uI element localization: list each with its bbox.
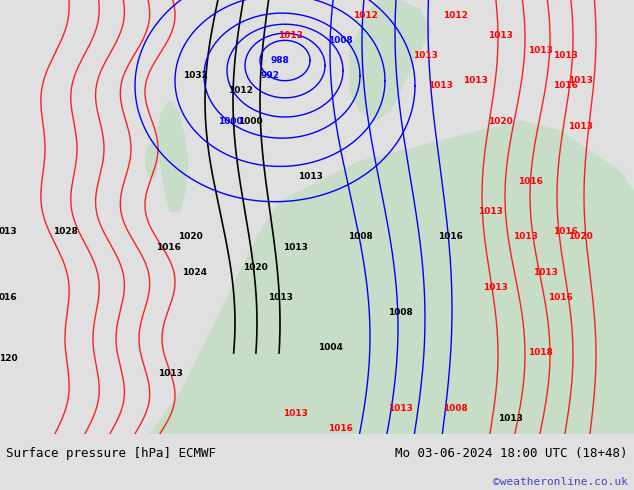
Text: 1013: 1013 bbox=[482, 283, 507, 292]
Text: 1013: 1013 bbox=[283, 409, 307, 418]
Text: 1016: 1016 bbox=[553, 227, 578, 237]
Text: 1013: 1013 bbox=[533, 268, 557, 277]
Text: 1020: 1020 bbox=[178, 232, 202, 242]
Text: 1032: 1032 bbox=[183, 71, 207, 80]
Text: 1016: 1016 bbox=[155, 243, 181, 251]
Polygon shape bbox=[350, 0, 430, 121]
Text: 1020: 1020 bbox=[488, 117, 512, 125]
Text: 1020: 1020 bbox=[567, 232, 592, 242]
Text: 016: 016 bbox=[0, 293, 17, 302]
Text: 992: 992 bbox=[261, 71, 280, 80]
Text: 1012: 1012 bbox=[228, 86, 252, 95]
Text: 1013: 1013 bbox=[512, 232, 538, 242]
Polygon shape bbox=[145, 141, 158, 176]
Text: 1016: 1016 bbox=[437, 232, 462, 242]
Text: Mo 03-06-2024 18:00 UTC (18+48): Mo 03-06-2024 18:00 UTC (18+48) bbox=[395, 447, 628, 460]
Text: 1016: 1016 bbox=[328, 424, 353, 433]
Text: 1008: 1008 bbox=[347, 232, 372, 242]
Polygon shape bbox=[150, 121, 634, 434]
Text: 1008: 1008 bbox=[443, 404, 467, 413]
Text: 988: 988 bbox=[271, 56, 290, 65]
Text: 1020: 1020 bbox=[243, 263, 268, 272]
Text: 120: 120 bbox=[0, 353, 17, 363]
Text: 1013: 1013 bbox=[158, 368, 183, 378]
Text: 1024: 1024 bbox=[183, 268, 207, 277]
Text: 1013: 1013 bbox=[567, 76, 592, 85]
Text: 1000: 1000 bbox=[217, 117, 242, 125]
Text: 1012: 1012 bbox=[278, 31, 302, 40]
Text: 1013: 1013 bbox=[413, 51, 437, 60]
Text: 1013: 1013 bbox=[553, 51, 578, 60]
Text: 1013: 1013 bbox=[283, 243, 307, 251]
Text: 1000: 1000 bbox=[238, 117, 262, 125]
Text: 1013: 1013 bbox=[527, 46, 552, 55]
Text: 1016: 1016 bbox=[517, 177, 543, 186]
Text: 1012: 1012 bbox=[443, 11, 467, 20]
Text: 1013: 1013 bbox=[387, 404, 413, 413]
Text: 1013: 1013 bbox=[488, 31, 512, 40]
Text: ©weatheronline.co.uk: ©weatheronline.co.uk bbox=[493, 477, 628, 487]
Text: 1013: 1013 bbox=[268, 293, 292, 302]
Text: 1013: 1013 bbox=[477, 207, 502, 216]
Text: 1016: 1016 bbox=[553, 81, 578, 90]
Text: 1018: 1018 bbox=[527, 348, 552, 358]
Text: 1016: 1016 bbox=[548, 293, 573, 302]
Text: 013: 013 bbox=[0, 227, 17, 237]
Text: Surface pressure [hPa] ECMWF: Surface pressure [hPa] ECMWF bbox=[6, 447, 216, 460]
Text: 1008: 1008 bbox=[387, 308, 412, 317]
Text: 1028: 1028 bbox=[53, 227, 77, 237]
Text: 1013: 1013 bbox=[463, 76, 488, 85]
Text: 1013: 1013 bbox=[498, 414, 522, 423]
Text: 1013: 1013 bbox=[297, 172, 323, 181]
Text: 1013: 1013 bbox=[427, 81, 453, 90]
Text: 1004: 1004 bbox=[318, 343, 342, 352]
Polygon shape bbox=[158, 101, 188, 212]
Text: 1012: 1012 bbox=[353, 11, 377, 20]
Text: 1008: 1008 bbox=[328, 36, 353, 45]
Text: 1013: 1013 bbox=[567, 122, 592, 130]
